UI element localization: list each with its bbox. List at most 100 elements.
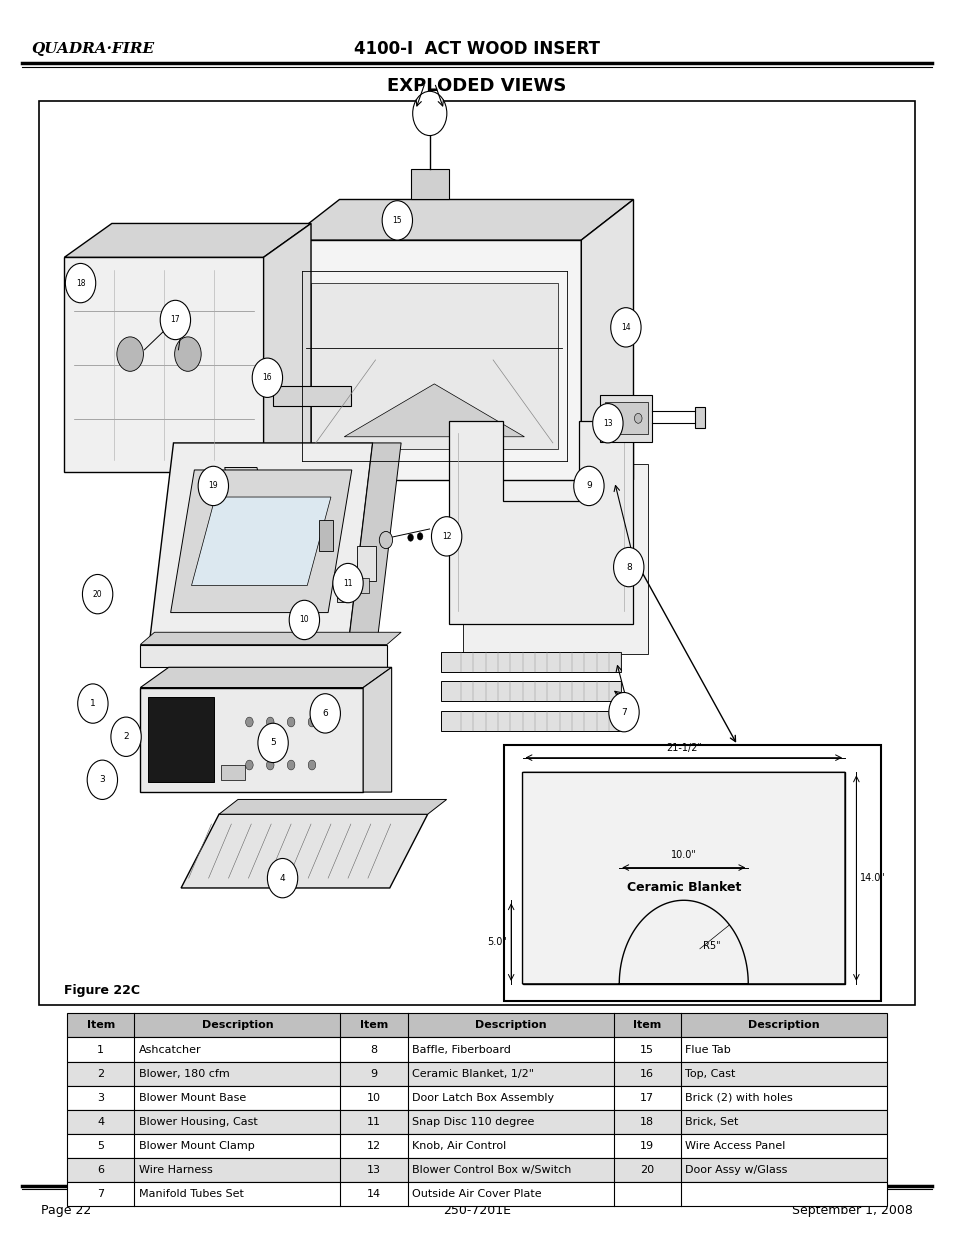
Text: 20: 20 — [92, 589, 102, 599]
Circle shape — [608, 693, 639, 732]
Bar — [503, 746, 881, 1002]
Text: Ashcatcher: Ashcatcher — [139, 1045, 201, 1055]
Bar — [39, 101, 914, 1005]
Text: 2: 2 — [123, 732, 129, 741]
Text: 250-7201E: 250-7201E — [442, 1204, 511, 1218]
Polygon shape — [287, 200, 633, 240]
Text: 16: 16 — [262, 373, 272, 383]
Text: Baffle, Fiberboard: Baffle, Fiberboard — [412, 1045, 511, 1055]
Text: 12: 12 — [441, 532, 451, 541]
Text: 15: 15 — [639, 1045, 654, 1055]
Circle shape — [266, 760, 274, 769]
Circle shape — [308, 718, 315, 727]
Bar — [336, 571, 348, 601]
Circle shape — [117, 337, 143, 372]
Bar — [411, 169, 448, 200]
Text: Brick (2) with holes: Brick (2) with holes — [684, 1093, 792, 1103]
Bar — [148, 698, 214, 782]
Bar — [68, 1182, 885, 1207]
Text: 8: 8 — [625, 563, 631, 572]
Text: 8: 8 — [370, 1045, 377, 1055]
Circle shape — [333, 563, 363, 603]
Polygon shape — [448, 421, 633, 624]
Circle shape — [610, 308, 640, 347]
Polygon shape — [273, 387, 351, 406]
Text: Snap Disc 110 degree: Snap Disc 110 degree — [412, 1116, 534, 1126]
Polygon shape — [462, 464, 647, 655]
Polygon shape — [171, 471, 352, 613]
Text: 19: 19 — [639, 1141, 654, 1151]
Text: 14.0": 14.0" — [860, 873, 885, 883]
Text: Figure 22C: Figure 22C — [65, 983, 140, 997]
Text: Item: Item — [359, 1020, 388, 1030]
Bar — [68, 1158, 885, 1182]
Polygon shape — [181, 814, 427, 888]
Polygon shape — [440, 652, 620, 672]
Polygon shape — [140, 632, 400, 645]
Circle shape — [174, 337, 201, 372]
Circle shape — [252, 358, 282, 398]
Text: 17: 17 — [639, 1093, 654, 1103]
Text: Blower Housing, Cast: Blower Housing, Cast — [139, 1116, 257, 1126]
Text: 4: 4 — [97, 1116, 104, 1126]
Text: 13: 13 — [367, 1165, 380, 1174]
Text: 15: 15 — [392, 216, 402, 225]
Bar — [68, 1086, 885, 1110]
Circle shape — [245, 718, 253, 727]
Text: 6: 6 — [322, 709, 328, 718]
Polygon shape — [287, 240, 580, 480]
Circle shape — [266, 718, 274, 727]
Bar — [522, 772, 844, 984]
Text: 14: 14 — [620, 322, 630, 332]
Text: Blower, 180 cfm: Blower, 180 cfm — [139, 1068, 230, 1078]
Circle shape — [634, 414, 641, 424]
Bar — [361, 578, 369, 593]
Circle shape — [111, 718, 141, 756]
Text: 4: 4 — [279, 873, 285, 883]
Text: Ceramic Blanket, 1/2": Ceramic Blanket, 1/2" — [412, 1068, 534, 1078]
Text: Blower Control Box w/Switch: Blower Control Box w/Switch — [412, 1165, 571, 1174]
Text: R5": R5" — [702, 941, 720, 951]
Text: 7: 7 — [97, 1189, 104, 1199]
Text: 6: 6 — [97, 1165, 104, 1174]
Text: 17: 17 — [171, 315, 180, 325]
Polygon shape — [140, 667, 392, 688]
Bar — [68, 1110, 885, 1134]
Text: 1: 1 — [97, 1045, 104, 1055]
Text: 3: 3 — [99, 776, 105, 784]
Bar — [68, 1037, 885, 1062]
Polygon shape — [349, 443, 400, 640]
Text: 9: 9 — [585, 482, 591, 490]
Text: Description: Description — [201, 1020, 273, 1030]
Polygon shape — [522, 772, 844, 984]
Circle shape — [87, 760, 117, 799]
Bar — [68, 1062, 885, 1086]
Polygon shape — [580, 200, 633, 480]
Circle shape — [245, 760, 253, 769]
Text: Door Latch Box Assembly: Door Latch Box Assembly — [412, 1093, 554, 1103]
Text: Brick, Set: Brick, Set — [684, 1116, 738, 1126]
Text: Blower Mount Base: Blower Mount Base — [139, 1093, 246, 1103]
Text: Description: Description — [475, 1020, 546, 1030]
Circle shape — [592, 404, 622, 443]
Text: 12: 12 — [367, 1141, 380, 1151]
Polygon shape — [225, 468, 260, 484]
Circle shape — [257, 724, 288, 762]
Circle shape — [160, 300, 191, 340]
Bar — [68, 1134, 885, 1158]
Polygon shape — [440, 682, 620, 701]
Circle shape — [573, 467, 603, 505]
Polygon shape — [140, 688, 363, 792]
Circle shape — [607, 414, 615, 424]
Bar — [221, 764, 244, 779]
Bar — [318, 520, 333, 551]
Text: Item: Item — [87, 1020, 114, 1030]
Circle shape — [289, 600, 319, 640]
Circle shape — [82, 574, 112, 614]
Text: 11: 11 — [367, 1116, 380, 1126]
Circle shape — [382, 201, 412, 240]
Text: Description: Description — [747, 1020, 819, 1030]
Text: Page 22: Page 22 — [41, 1204, 91, 1218]
Text: Door Assy w/Glass: Door Assy w/Glass — [684, 1165, 787, 1174]
Text: EXPLODED VIEWS: EXPLODED VIEWS — [387, 78, 566, 95]
